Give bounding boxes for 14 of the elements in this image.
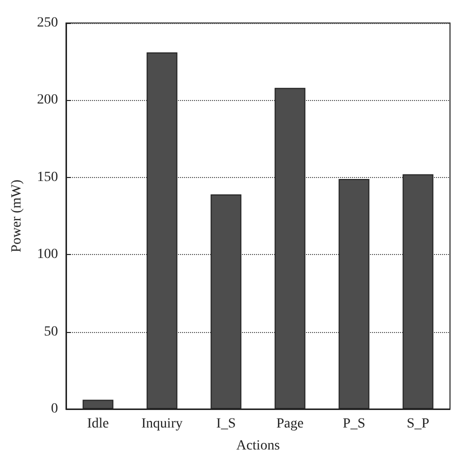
y-tick-label: 250 <box>37 16 58 30</box>
x-tick-label: Idle <box>87 416 109 432</box>
x-tick-label: S_P <box>406 416 430 432</box>
y-tick-label: 150 <box>37 170 58 185</box>
x-axis-title: Actions <box>236 438 280 454</box>
y-tick-label: 100 <box>37 247 58 262</box>
x-tick-label: I_S <box>216 416 236 432</box>
y-tick-label: 0 <box>51 402 58 416</box>
y-tick-label: 200 <box>37 92 58 108</box>
x-tick-label: Page <box>276 416 304 432</box>
y-tick-label: 50 <box>44 324 58 340</box>
x-tick-label: P_S <box>342 416 366 432</box>
x-tick-label: Inquiry <box>141 416 183 432</box>
y-axis-title: Power (mW) <box>10 179 24 252</box>
